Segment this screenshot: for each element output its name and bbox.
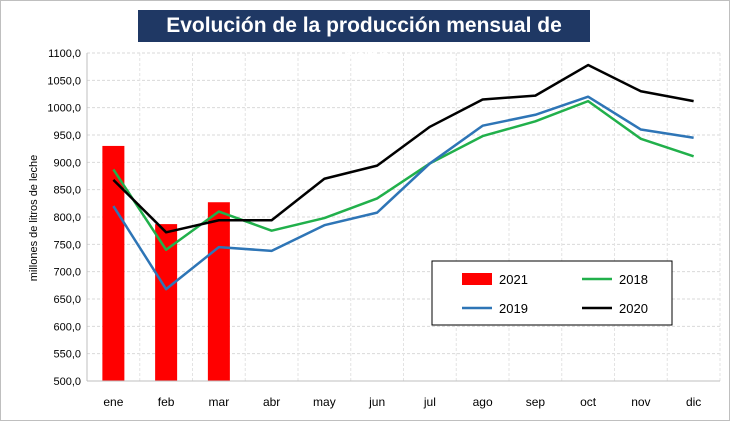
x-tick-label: jun [368, 395, 385, 409]
legend-swatch-2021 [462, 273, 492, 285]
legend-box [431, 260, 673, 326]
x-tick-label: may [313, 395, 336, 409]
y-tick-label: 750,0 [53, 239, 81, 251]
x-tick-label: mar [209, 395, 230, 409]
x-tick-label: abr [263, 395, 280, 409]
chart-title: Evolución de la producción mensual de le… [138, 10, 590, 69]
y-tick-label: 950,0 [53, 130, 81, 142]
grid-layer [86, 52, 721, 382]
line-series-2018 [112, 99, 695, 252]
y-axis-label: millones de litros de leche [28, 155, 40, 282]
y-tick-label: 1100,0 [48, 48, 81, 60]
y-tick-label: 700,0 [53, 267, 81, 279]
bar-2021-mar [207, 202, 230, 381]
line-layer [112, 63, 695, 291]
y-tick-label: 550,0 [53, 349, 81, 361]
legend-label-2021: 2021 [499, 272, 528, 287]
x-tick-label: oct [580, 395, 597, 409]
y-tick-label: 850,0 [53, 185, 81, 197]
y-tick-label: 600,0 [53, 321, 81, 333]
legend-label-2018: 2018 [619, 272, 648, 287]
line-series-2019 [112, 95, 694, 291]
x-tick-label: ene [103, 395, 123, 409]
y-tick-label: 650,0 [53, 294, 81, 306]
line-series-2020 [112, 63, 694, 234]
y-tick-label: 500,0 [53, 376, 81, 388]
y-tick-label: 900,0 [53, 157, 81, 169]
legend-label-2019: 2019 [499, 301, 528, 316]
y-tick-label: 1050,0 [47, 75, 81, 87]
x-tick-label: ago [473, 395, 493, 409]
x-tick-label: feb [158, 395, 175, 409]
axis-layer: 500,0 550,0 600,0 650,0 700,0 750,0 800,0 850,0… [47, 48, 720, 409]
x-tick-label: sep [526, 395, 546, 409]
x-tick-label: jul [423, 395, 436, 409]
legend-label-2020: 2020 [619, 301, 648, 316]
bar-2021-feb [155, 224, 178, 381]
legend: 2021 2018 2019 2020 [431, 260, 673, 326]
x-tick-label: nov [631, 395, 650, 409]
x-tick-label: dic [686, 395, 701, 409]
y-tick-label: 1000,0 [47, 103, 81, 115]
bar-2021-ene [102, 145, 125, 381]
y-tick-label: 800,0 [53, 212, 81, 224]
